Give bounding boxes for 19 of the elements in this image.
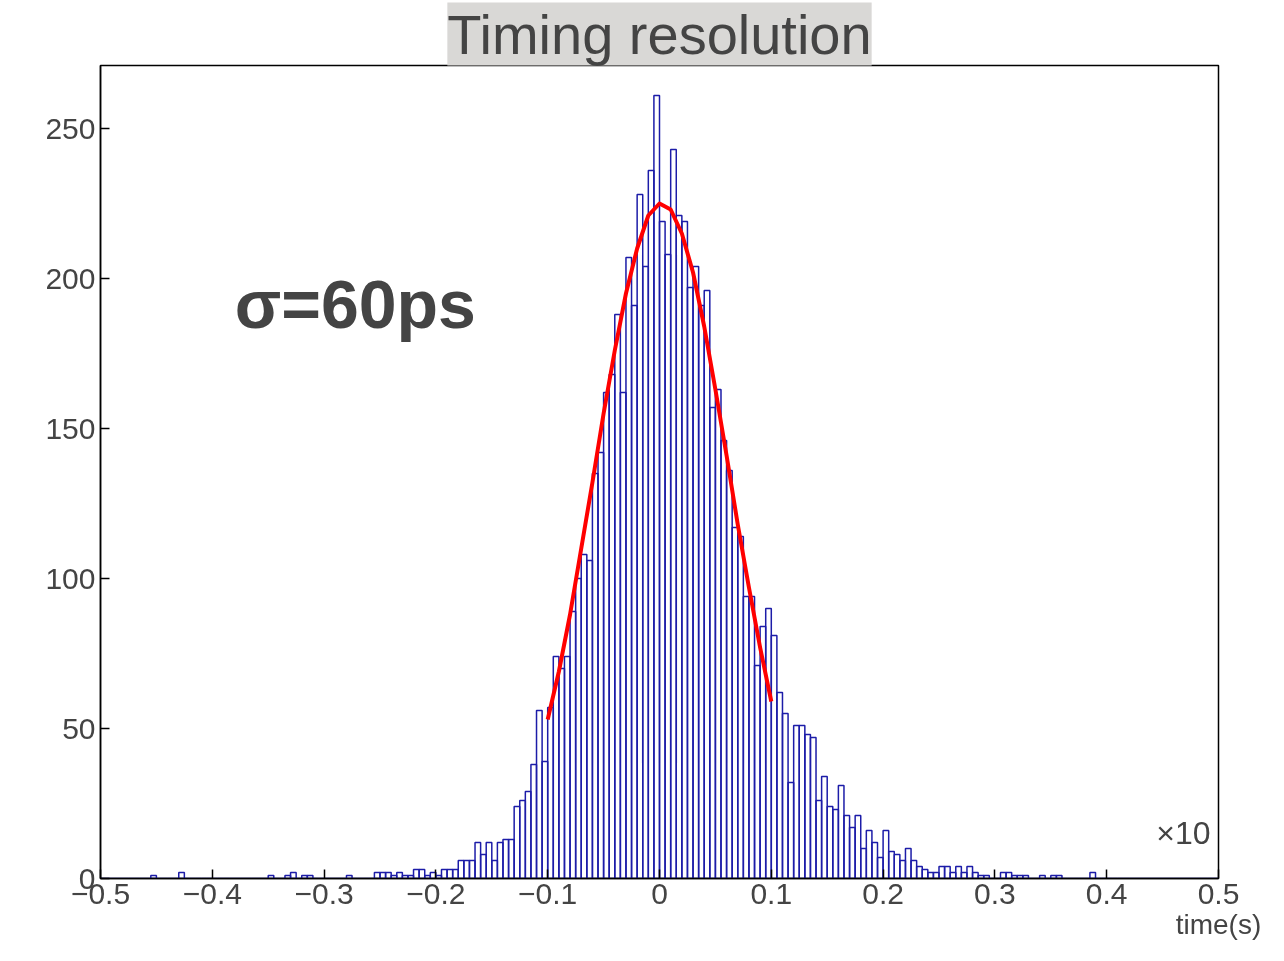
x-tick-label: 0.3 (974, 876, 1016, 910)
x-tick-label: −0.3 (294, 876, 354, 910)
y-tick-label: 200 (45, 261, 96, 295)
x-tick-label: −0.2 (406, 876, 466, 910)
x-tick-label: 0.5 (1197, 876, 1240, 910)
y-tick-label: 100 (45, 561, 96, 595)
y-tick-label: 250 (45, 111, 96, 145)
x-tick-label: −0.1 (518, 876, 578, 910)
y-tick-label: 150 (45, 411, 96, 445)
x-tick-label: 0 (651, 876, 668, 910)
annotation: σ=60ps (234, 265, 476, 342)
x-tick-label: 0.2 (862, 876, 904, 910)
chart-title: Timing resolution (447, 2, 872, 66)
y-tick-label: 50 (62, 711, 96, 745)
x-axis-title: time(s) (1175, 908, 1262, 940)
x-tick-label: 0.4 (1085, 876, 1128, 910)
x-tick-label: 0.1 (750, 876, 793, 910)
annotation: ×10 (1156, 814, 1211, 851)
x-tick-label: −0.4 (182, 876, 242, 910)
